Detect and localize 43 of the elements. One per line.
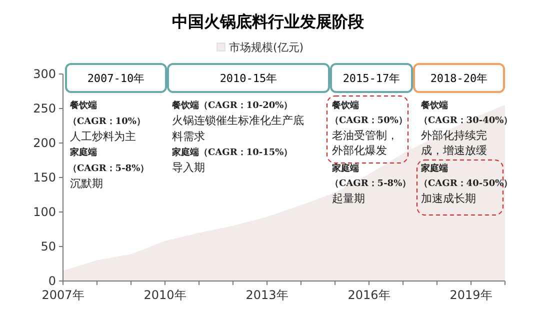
annotation: 起量期	[332, 192, 365, 205]
chart-title: 中国火锅底料行业发展阶段	[172, 12, 365, 31]
annotation: 老油受管制，	[332, 129, 398, 142]
x-tick-label: 2007年	[42, 288, 84, 302]
annotation: （CAGR：5-8%）	[68, 164, 150, 174]
annotation: 料需求	[172, 130, 205, 143]
annotation: 家庭端	[331, 163, 359, 174]
x-tick-label: 2013年	[246, 288, 288, 302]
x-tick-label: 2010年	[144, 288, 186, 302]
annotation: 导入期	[172, 161, 205, 174]
annotation: 成，增速放缓	[421, 144, 487, 157]
annotation: 加速成长期	[421, 192, 476, 205]
annotation: （CAGR：40-50%）	[419, 179, 513, 189]
annotation: 家庭端	[420, 163, 448, 174]
annotation: 2018-20年	[430, 72, 488, 85]
y-tick-label: 250	[33, 102, 56, 116]
annotation: 2007-10年	[87, 72, 145, 85]
annotation: 火锅连锁催生标准化生产底	[172, 114, 304, 127]
annotation: （CAGR：5-8%）	[330, 179, 412, 189]
y-tick-label: 100	[33, 205, 56, 219]
annotation: 2010-15年	[220, 72, 278, 85]
annotation: 餐饮端	[69, 100, 97, 111]
y-tick-label: 200	[33, 136, 56, 150]
annotation: 餐饮端（CAGR：10-20%）	[171, 100, 293, 111]
y-tick-label: 300	[33, 67, 56, 81]
annotation: （CAGR：50%）	[330, 116, 408, 126]
y-tick-label: 150	[33, 170, 56, 184]
annotation: 餐饮端	[420, 100, 448, 111]
x-tick-label: 2019年	[450, 288, 492, 302]
annotation: 家庭端（CAGR：10-15%）	[171, 147, 293, 158]
annotation: 餐饮端	[331, 100, 359, 111]
annotation: 沉默期	[70, 177, 103, 190]
y-tick-label: 0	[48, 274, 56, 288]
annotation: 人工炒料为主	[70, 130, 136, 143]
y-tick-label: 50	[40, 240, 56, 254]
legend-label: 市场规模(亿元)	[229, 41, 304, 54]
annotation: 外部化持续完	[421, 129, 487, 142]
annotation: 2015-17年	[342, 72, 400, 85]
annotation: 外部化爆发	[332, 144, 387, 157]
x-tick-label: 2016年	[348, 288, 390, 302]
annotation: 家庭端	[69, 147, 97, 158]
annotation: （CAGR：30-40%）	[419, 116, 513, 126]
annotation: （CAGR：10%）	[68, 117, 146, 127]
